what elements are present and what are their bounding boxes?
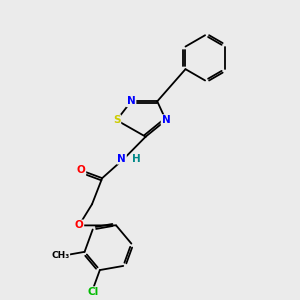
Text: O: O <box>76 165 85 175</box>
Text: H: H <box>132 154 140 164</box>
Text: Cl: Cl <box>88 287 99 297</box>
Text: S: S <box>113 115 120 125</box>
Text: O: O <box>75 220 83 230</box>
Text: N: N <box>162 115 170 125</box>
Text: N: N <box>127 96 136 106</box>
Text: N: N <box>117 154 126 164</box>
Text: CH₃: CH₃ <box>51 251 69 260</box>
